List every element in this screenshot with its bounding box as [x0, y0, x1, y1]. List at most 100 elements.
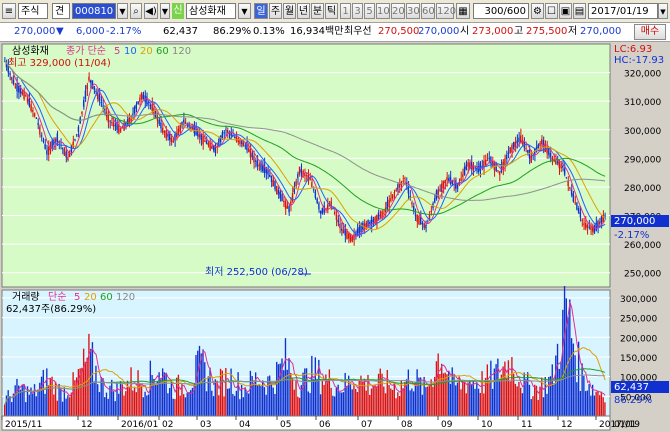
menu-icon[interactable]: ≡ [2, 3, 16, 19]
period-tab-minute[interactable]: 분 [311, 3, 324, 19]
minute-10[interactable]: 10 [376, 3, 390, 19]
price-tick-5: 300,000 [624, 127, 661, 137]
data-count-field[interactable]: 300/600 [473, 3, 529, 19]
minute-1[interactable]: 1 [340, 3, 351, 19]
volume-bar-10 [21, 384, 23, 416]
date-input[interactable]: 2017/01/19 [588, 3, 658, 19]
candle-body [600, 216, 603, 223]
candle-body [274, 181, 276, 190]
volume-bar-221 [391, 389, 394, 416]
minute-20[interactable]: 20 [391, 3, 405, 19]
candle-body [467, 162, 469, 167]
minute-3[interactable]: 3 [352, 3, 363, 19]
calendar-icon[interactable]: ▤ [573, 3, 586, 19]
checkbox-icon[interactable]: ☐ [545, 3, 558, 19]
candle-body [425, 224, 427, 229]
candle-body [579, 212, 582, 218]
candle-329 [581, 218, 583, 227]
market-select[interactable]: 주식 [18, 3, 48, 19]
candle-body [344, 228, 346, 236]
volume-bar-175 [311, 355, 313, 416]
candle-154 [274, 179, 276, 192]
stock-chart[interactable]: 250,000 260,000 270,000 280,000 290,000 300,0… [0, 42, 670, 432]
candle-body [460, 178, 462, 181]
candle-190 [337, 215, 339, 227]
volume-bar-145 [258, 384, 260, 416]
volume-bar-157 [279, 363, 281, 416]
grid-icon[interactable]: ▦ [456, 3, 470, 19]
candle-2 [7, 59, 9, 77]
period-tab-week[interactable]: 주 [269, 3, 282, 19]
volume-bar-48 [88, 333, 90, 416]
minute-30[interactable]: 30 [406, 3, 420, 19]
candle-body [386, 201, 388, 209]
volume-bar-226 [400, 380, 403, 416]
minute-60[interactable]: 60 [421, 3, 435, 19]
current-price: 270,000 [14, 26, 56, 37]
candle-body [221, 132, 223, 140]
candle-137 [244, 142, 246, 150]
chevron-down-icon[interactable]: ▼ [117, 3, 128, 19]
volume-bar-215 [381, 373, 383, 416]
volume-bar-122 [218, 395, 220, 416]
volume-bar-133 [237, 372, 239, 416]
candle-body [374, 217, 376, 224]
candle-body [477, 166, 480, 173]
volume-bar-236 [418, 377, 420, 416]
sound-icon[interactable]: ◀) [144, 3, 158, 19]
volume-bar-296 [523, 372, 525, 416]
candle-body [256, 160, 259, 167]
candle-6 [14, 82, 16, 89]
candle-126 [225, 125, 227, 137]
candle-body [107, 114, 109, 123]
candle-body [528, 149, 531, 159]
candle-body [249, 149, 252, 158]
candle-body [356, 228, 359, 236]
candle-body [518, 137, 520, 142]
candle-body [277, 189, 280, 195]
best-bid: 270,500 [378, 26, 420, 37]
save-icon[interactable]: ▣ [559, 3, 572, 19]
stock-code-input[interactable]: 000810 [72, 3, 116, 19]
candle-118 [211, 140, 213, 149]
volume-bar-323 [570, 338, 573, 416]
type-select[interactable]: 견 [52, 3, 70, 19]
candle-238 [421, 220, 424, 231]
candle-323 [570, 183, 573, 198]
candle-body [190, 126, 192, 128]
candle-body [211, 145, 213, 149]
candle-336 [593, 224, 596, 235]
candle-body [456, 184, 459, 189]
period-tab-year[interactable]: 년 [297, 3, 310, 19]
candle-body [340, 228, 343, 231]
buy-button[interactable]: 매수 [634, 24, 666, 40]
volume-bar-246 [435, 361, 438, 416]
candle-body [297, 173, 299, 179]
volume-bar-24 [46, 368, 48, 416]
candle-84 [151, 97, 153, 114]
ma5-line [4, 60, 606, 237]
candle-44 [81, 111, 83, 117]
volume-bar-28 [53, 394, 55, 416]
volume-bar-5 [12, 393, 15, 416]
search-icon[interactable]: ⌕ [130, 3, 142, 19]
volume-bar-86 [154, 383, 157, 416]
date-label-11: 10 [481, 420, 493, 430]
volume-tick-1: 100,000 [620, 374, 657, 384]
volume-bar-252 [446, 374, 448, 416]
candle-body [240, 140, 243, 145]
minute-120[interactable]: 120 [436, 3, 456, 19]
chevron-down-icon-3[interactable]: ▼ [238, 3, 251, 19]
price-panel[interactable] [1, 43, 611, 288]
calendar-dropdown-icon[interactable]: ▼ [658, 3, 668, 19]
candle-132 [235, 131, 238, 143]
minute-5[interactable]: 5 [364, 3, 375, 19]
period-tab-month[interactable]: 월 [283, 3, 296, 19]
period-tab-day[interactable]: 일 [254, 3, 268, 19]
candle-body [205, 140, 208, 144]
candle-282 [498, 171, 501, 182]
candle-body [325, 208, 327, 210]
chart-settings-icon[interactable]: ⚙ [531, 3, 544, 19]
chevron-down-icon-2[interactable]: ▼ [160, 3, 170, 19]
period-tab-tick[interactable]: 틱 [325, 3, 338, 19]
